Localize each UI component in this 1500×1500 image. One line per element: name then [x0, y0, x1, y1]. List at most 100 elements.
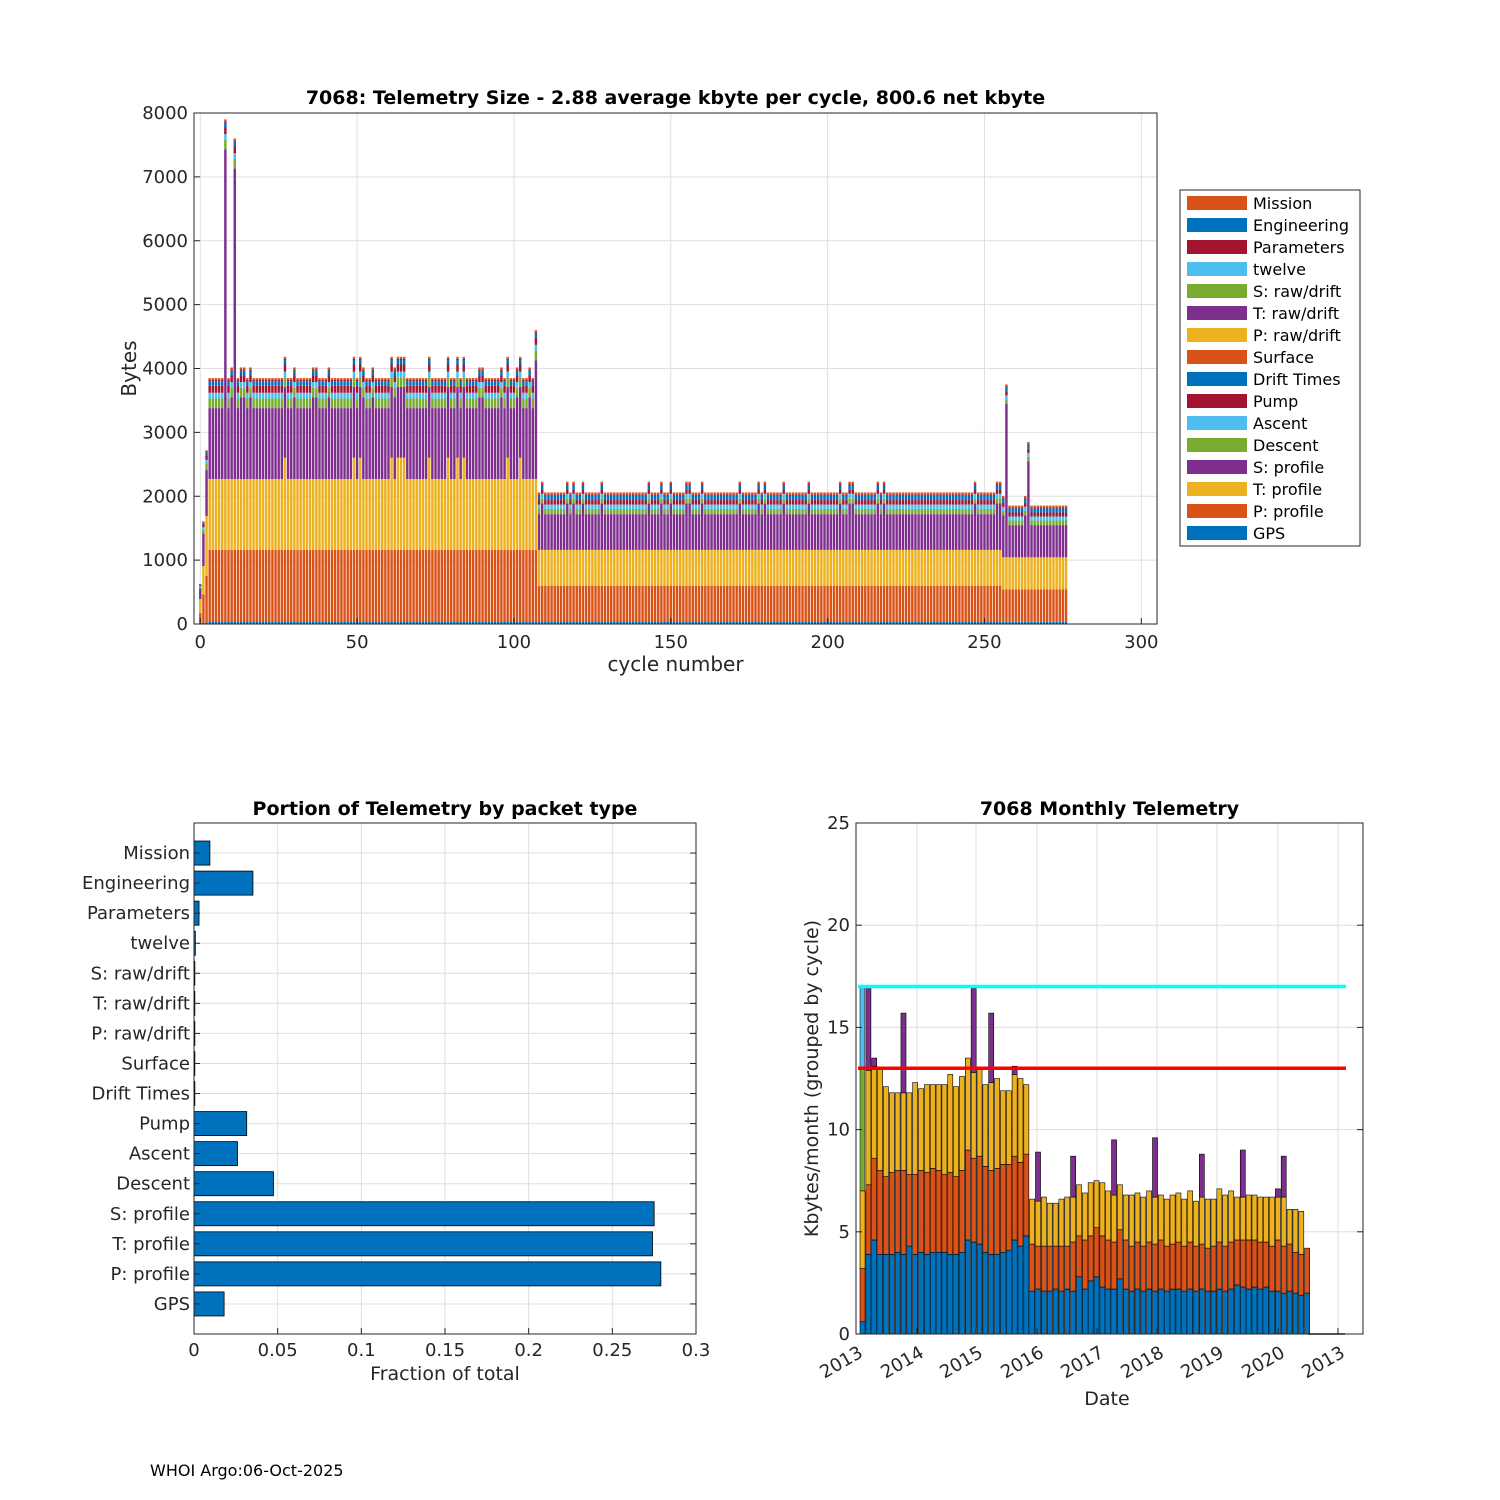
bar-cycle — [205, 450, 208, 624]
bar-segment — [882, 481, 886, 484]
bar-segment — [1041, 1196, 1047, 1247]
bar-segment — [936, 621, 939, 624]
bar-segment — [509, 549, 513, 622]
bar-segment — [506, 621, 509, 624]
bar-segment — [992, 495, 996, 501]
bar-segment — [286, 398, 290, 409]
bar-segment — [1005, 1090, 1012, 1165]
bar-segment — [202, 527, 205, 530]
bar-segment — [722, 621, 726, 624]
bar-segment — [1064, 508, 1068, 513]
bar-segment — [409, 379, 412, 382]
bar-month — [941, 1084, 948, 1335]
bar-cycle — [1061, 505, 1065, 624]
bar-segment — [487, 621, 491, 624]
bar-segment — [321, 479, 324, 550]
bar-segment — [1269, 1196, 1275, 1247]
bar-segment — [355, 392, 359, 399]
bar-segment — [741, 514, 745, 550]
legend-entry: Mission — [1253, 194, 1312, 213]
bar-segment — [588, 621, 591, 624]
bar-segment — [365, 549, 368, 622]
bar-cycle — [901, 492, 905, 624]
bar-segment — [534, 479, 538, 550]
bar-segment — [898, 509, 902, 515]
bar-segment — [933, 494, 936, 496]
bar-segment — [522, 479, 525, 550]
bar-segment — [293, 382, 296, 388]
bar-segment — [393, 369, 396, 371]
bar-segment — [785, 621, 789, 624]
bar-segment — [525, 378, 528, 380]
bar-segment — [653, 495, 657, 501]
bar-segment — [998, 503, 1002, 550]
bar-cycle — [283, 356, 287, 624]
bar-cycle — [691, 492, 694, 624]
bar-segment — [490, 479, 494, 550]
bar-segment — [437, 479, 440, 550]
bar-segment — [233, 146, 237, 154]
bar-segment — [817, 514, 820, 550]
bar-segment — [769, 514, 773, 550]
bar-segment — [760, 549, 763, 586]
bar-segment — [801, 514, 804, 550]
bar-segment — [308, 621, 312, 624]
bar-segment — [437, 621, 440, 624]
bar-segment — [1058, 520, 1061, 526]
bar-segment — [995, 621, 999, 624]
bar-segment — [672, 495, 676, 501]
bar-segment — [955, 514, 958, 550]
bar-segment — [873, 504, 876, 510]
bar-segment — [719, 509, 723, 515]
bar-segment — [864, 504, 867, 510]
bar-segment — [1052, 516, 1055, 521]
bar-segment — [1045, 520, 1049, 526]
bar-segment — [694, 500, 698, 505]
bar-segment — [907, 494, 911, 496]
bar-segment — [635, 585, 638, 622]
bar-segment — [324, 398, 327, 409]
bar-segment — [719, 549, 723, 586]
bar-segment — [967, 585, 971, 622]
bar-segment — [675, 494, 679, 496]
bar-segment — [553, 585, 556, 622]
bar-segment — [976, 492, 980, 495]
bar-segment — [531, 549, 534, 622]
bar-segment — [547, 500, 550, 505]
bar-cycle — [904, 492, 908, 624]
bar-segment — [961, 500, 964, 505]
bar-segment — [1036, 557, 1040, 590]
bar-segment — [431, 381, 434, 386]
bar-cycle — [716, 492, 720, 624]
bar-segment — [782, 483, 785, 485]
bar-segment — [343, 408, 346, 480]
bar-segment — [688, 585, 691, 622]
bar-segment — [1058, 516, 1061, 521]
bar-segment — [553, 509, 556, 515]
bar-segment — [970, 495, 974, 501]
bar-segment — [296, 392, 299, 399]
bar-segment — [1045, 525, 1049, 558]
bar-segment — [835, 500, 839, 505]
bar-segment — [644, 514, 647, 550]
bar-segment — [600, 585, 604, 622]
bar-segment — [729, 504, 732, 510]
bar-cycle — [597, 492, 600, 624]
bar-segment — [296, 385, 299, 393]
bar-segment — [224, 139, 227, 150]
bar-segment — [1008, 508, 1011, 513]
bar-month — [1076, 1184, 1082, 1335]
bar-segment — [995, 481, 999, 484]
bar-segment — [892, 621, 895, 624]
bar-segment — [924, 1253, 930, 1335]
bar-segment — [625, 549, 629, 586]
bar-segment — [813, 585, 817, 622]
bar-segment — [280, 381, 284, 386]
bar-segment — [296, 379, 299, 382]
bar-segment — [221, 479, 224, 550]
bar-segment — [1061, 505, 1065, 508]
bar-cycle — [330, 378, 334, 624]
bar-cycle — [230, 367, 233, 624]
bar-segment — [958, 509, 961, 515]
